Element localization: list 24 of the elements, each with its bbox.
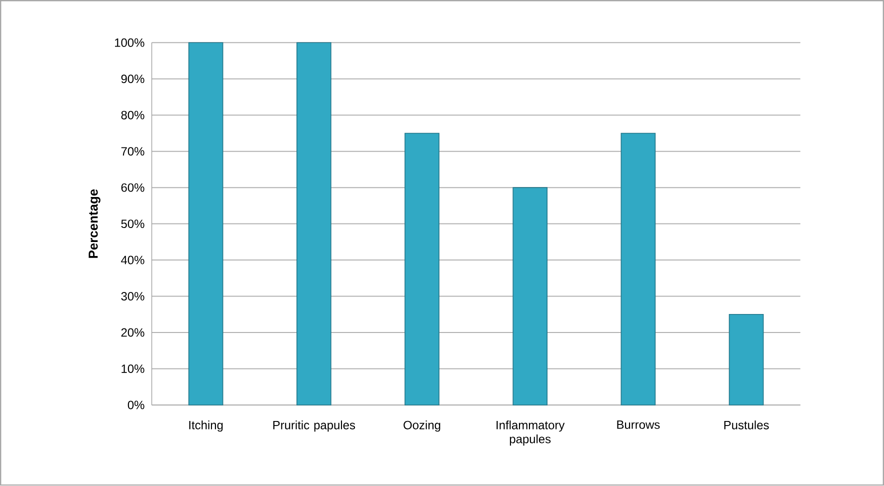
x-tick-label: Inflammatory papules bbox=[496, 420, 565, 446]
x-tick-label: Itching bbox=[189, 420, 223, 432]
y-tick-label: 100% bbox=[115, 38, 144, 48]
x-tick-label: Burrows bbox=[617, 420, 660, 430]
y-tick-label: 40% bbox=[121, 256, 144, 264]
bar bbox=[296, 42, 332, 406]
y-tick-label: 0% bbox=[128, 400, 144, 410]
bar bbox=[620, 132, 656, 406]
x-tick-label: Oozing bbox=[404, 420, 440, 432]
bar bbox=[188, 42, 224, 406]
y-tick-label: 20% bbox=[121, 328, 144, 337]
bar bbox=[404, 132, 440, 406]
y-tick-label: 60% bbox=[121, 184, 144, 192]
y-axis-title: Percentage bbox=[88, 189, 100, 258]
x-tick-label: Pruritic papules bbox=[273, 420, 356, 432]
y-tick-label: 30% bbox=[121, 292, 144, 301]
bar bbox=[728, 314, 764, 406]
y-tick-label: 10% bbox=[122, 364, 144, 374]
y-tick-label: 90% bbox=[121, 74, 144, 84]
x-tick-label: Pustules bbox=[724, 420, 769, 430]
y-tick-label: 50% bbox=[121, 220, 144, 228]
y-tick-label: 80% bbox=[121, 111, 144, 120]
y-tick-label: 70% bbox=[121, 147, 144, 156]
bar bbox=[512, 187, 548, 406]
